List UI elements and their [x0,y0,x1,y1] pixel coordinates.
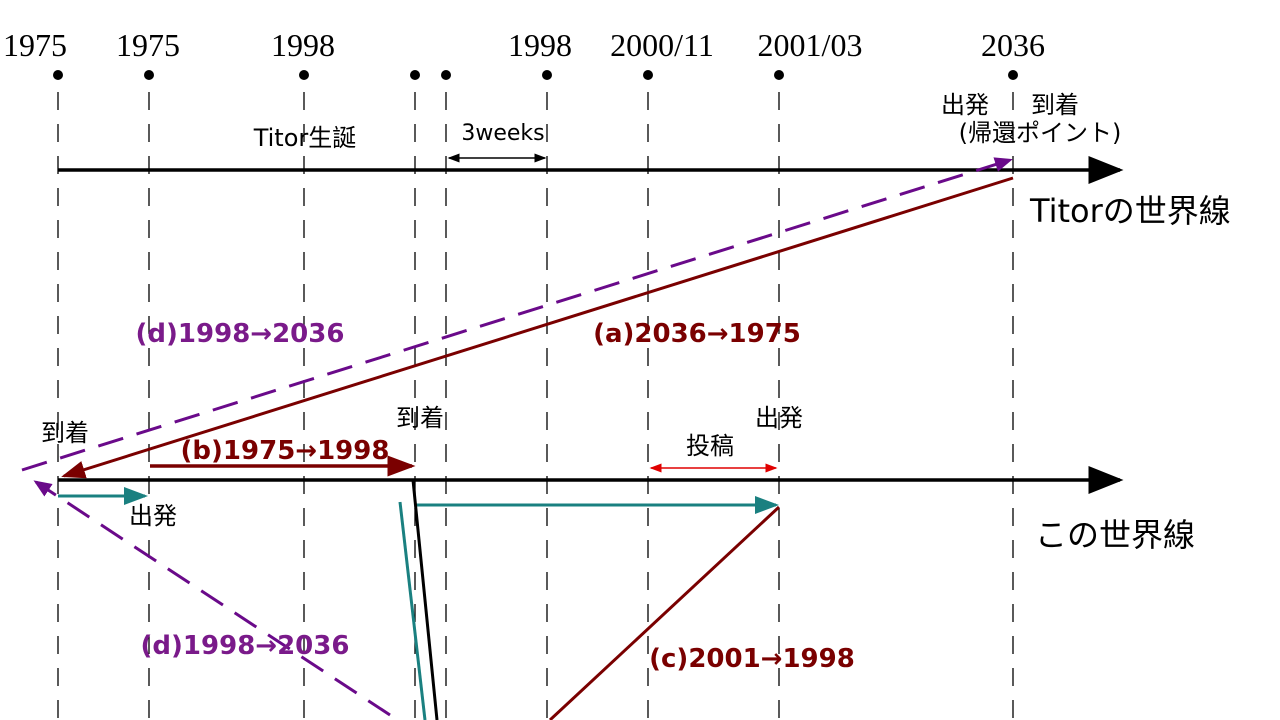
label: 到着 [41,419,89,447]
tick-label: 1975 [116,27,180,63]
trip-label: (c)2001→1998 [649,644,855,674]
label: 到着 [396,404,444,432]
label: 出発 [941,91,989,119]
trip-a-arrow [61,176,1014,479]
trip-label: (d)1998→2036 [136,319,345,349]
label: 出発 [755,404,803,432]
trip-label: (b)1975→1998 [181,436,390,466]
tick-label: 2036 [981,27,1045,63]
teal-line [398,501,427,720]
time-point [299,70,309,80]
time-point [410,70,420,80]
tick-labels: 1975 1975 1998 1998 2000/11 2001/03 2036 [3,27,1045,63]
label: (帰還ポイント) [959,119,1122,147]
trip-d-lower-arrow [33,480,391,717]
tick-label: 2000/11 [610,27,714,63]
label: 到着 [1031,91,1079,119]
tick-label: 1975 [3,27,67,63]
trip-c-line [548,505,781,720]
time-point [774,70,784,80]
tick-label: 2001/03 [758,27,863,63]
label: Titor生誕 [253,124,357,152]
trip-label: (d)1998→2036 [141,631,350,661]
time-point [441,70,451,80]
time-grid [53,70,1018,720]
label: 出発 [129,502,177,530]
tick-label: 1998 [508,27,572,63]
world-line-name: Titorの世界線 [1029,192,1231,230]
trip-label: (a)2036→1975 [593,319,801,349]
world-line-name: この世界線 [1035,516,1195,554]
trip-d-upper-arrow [21,157,1013,472]
label: 3weeks [461,121,544,146]
time-point [144,70,154,80]
time-point [542,70,552,80]
black-line [411,479,439,720]
time-point [1008,70,1018,80]
tick-label: 1998 [271,27,335,63]
time-point [53,70,63,80]
label: 投稿 [686,432,734,460]
time-point [643,70,653,80]
